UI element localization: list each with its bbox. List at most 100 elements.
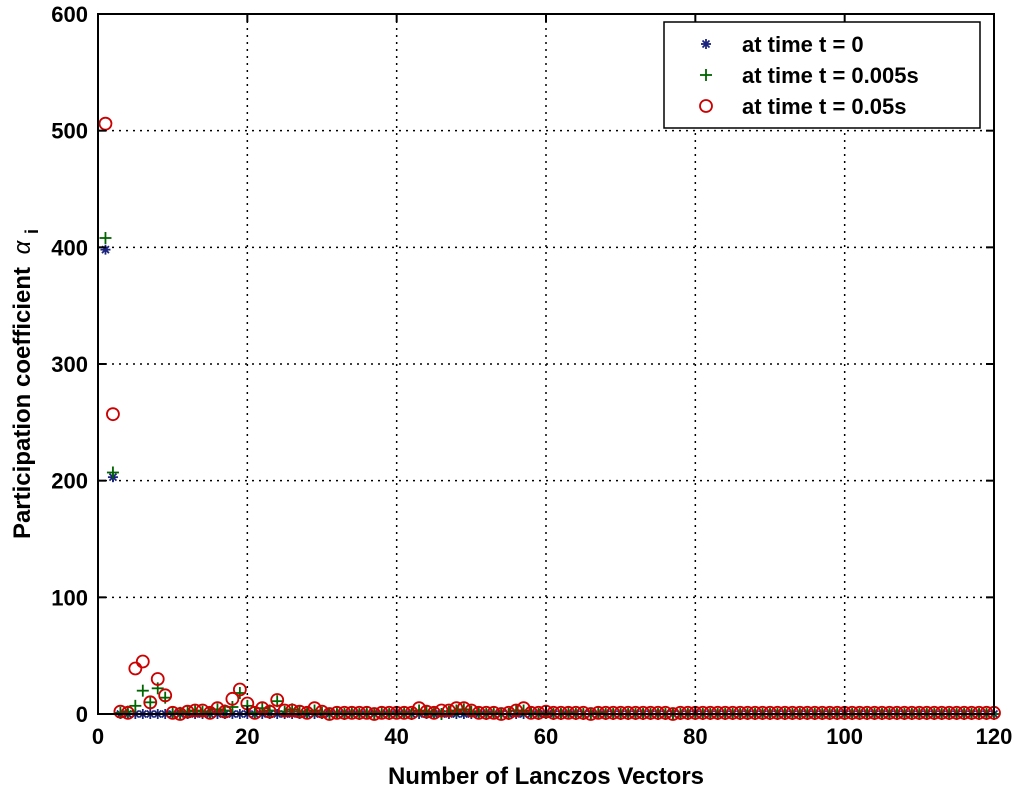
data-point (778, 705, 792, 720)
x-tick-label: 120 (976, 724, 1013, 749)
data-point (815, 705, 830, 720)
data-point (337, 705, 352, 720)
y-tick-label: 500 (51, 119, 88, 144)
data-point (277, 703, 292, 718)
data-point (904, 705, 919, 720)
data-point (129, 699, 142, 712)
data-point (703, 705, 718, 720)
data-point (882, 705, 897, 720)
x-tick-label: 40 (384, 724, 408, 749)
data-point (442, 703, 456, 718)
data-point (471, 705, 486, 720)
data-point (845, 705, 860, 720)
data-point (554, 705, 568, 720)
data-point (606, 705, 621, 720)
y-tick-label: 400 (51, 235, 88, 260)
data-point (695, 705, 710, 720)
series-1 (99, 232, 1000, 720)
data-point (964, 705, 979, 720)
data-point (763, 705, 777, 720)
data-point (374, 705, 389, 720)
data-point (158, 688, 173, 703)
data-point (561, 705, 576, 720)
data-point (232, 682, 247, 697)
data-point (710, 705, 725, 720)
data-point (285, 703, 300, 718)
data-point (875, 705, 889, 720)
data-point (852, 705, 867, 720)
y-axis-label: Participation coefficient α i (9, 229, 42, 539)
data-point (181, 705, 194, 718)
data-marks (98, 116, 1001, 721)
data-point (748, 705, 762, 720)
data-point (262, 704, 277, 719)
data-point (673, 705, 688, 720)
y-tick-label: 300 (51, 352, 88, 377)
data-point (509, 703, 524, 718)
data-point (628, 705, 643, 720)
data-point (740, 705, 755, 720)
data-point (592, 706, 605, 719)
axis-ticks: 0 20 40 60 80 100 120 0 100 200 300 400 500 600 (51, 2, 1012, 749)
data-point (98, 116, 113, 131)
data-point (382, 705, 397, 720)
data-point (106, 466, 119, 479)
data-point (113, 704, 128, 719)
legend-label: at time t = 0.05s (742, 94, 906, 119)
data-point (479, 705, 494, 720)
data-point (330, 706, 343, 719)
data-point (150, 672, 165, 686)
data-point (972, 705, 986, 720)
data-point (598, 705, 613, 720)
data-point (427, 705, 441, 720)
data-point (897, 705, 912, 720)
legend-entry: at time t = 0.005s (700, 63, 919, 88)
y-tick-label: 600 (51, 2, 88, 27)
data-point (651, 705, 665, 720)
y-axis-label-text: Participation coefficient (9, 267, 36, 539)
data-point (680, 705, 695, 720)
legend: at time t = 0 at time t = 0.005s at time t… (663, 21, 981, 129)
data-point (315, 704, 329, 719)
data-point (420, 705, 433, 718)
data-point (397, 705, 412, 720)
data-point (785, 705, 800, 720)
data-point (912, 705, 927, 720)
data-point (733, 705, 748, 720)
data-point (352, 705, 367, 720)
data-point (867, 705, 882, 720)
data-point (957, 705, 972, 720)
data-point (524, 705, 538, 720)
x-axis-label: Number of Lanczos Vectors (388, 763, 704, 790)
x-tick-label: 20 (235, 724, 259, 749)
data-point (546, 705, 561, 720)
data-point (300, 705, 314, 720)
data-point (375, 706, 388, 719)
data-point (120, 705, 135, 720)
legend-marker (699, 99, 713, 113)
data-point (434, 703, 449, 718)
data-point (770, 705, 785, 720)
data-point (636, 705, 650, 720)
data-point (359, 705, 374, 720)
data-point (725, 705, 740, 720)
data-point (292, 704, 307, 719)
data-point (106, 407, 120, 422)
grid (98, 14, 994, 714)
data-point (927, 705, 942, 720)
data-point (501, 705, 516, 720)
data-point (472, 706, 485, 719)
data-point (568, 705, 583, 720)
y-axis-label-subscript: i (22, 229, 42, 234)
data-point (830, 705, 845, 720)
data-point (203, 705, 217, 720)
data-point (398, 706, 411, 719)
data-point (360, 706, 373, 719)
data-point (428, 706, 440, 719)
data-point (562, 706, 575, 719)
data-point (934, 705, 949, 720)
y-tick-label: 100 (51, 585, 88, 610)
series-2 (98, 116, 1001, 721)
data-point (919, 705, 934, 720)
